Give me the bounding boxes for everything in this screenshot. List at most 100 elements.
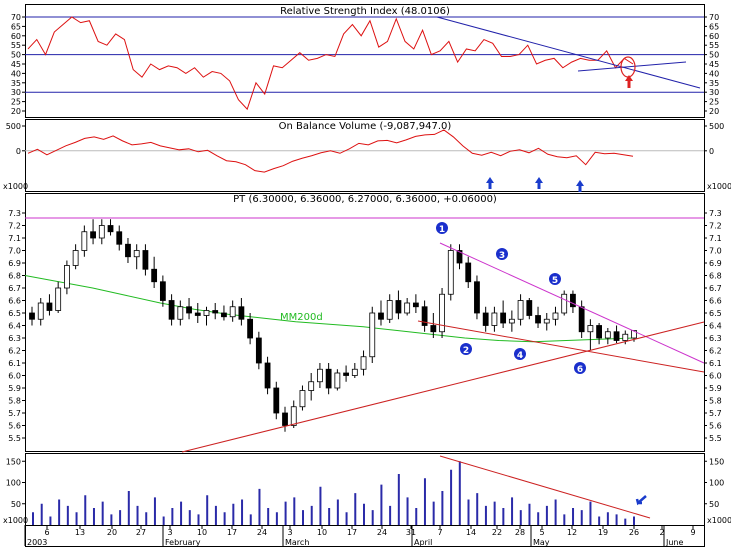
rsi-tick-label-right: 60 — [709, 32, 719, 41]
candle-body — [526, 300, 533, 316]
rsi-title: Relative Strength Index (48.0106) — [280, 6, 450, 17]
volume-tick-label-left: 50 — [11, 500, 21, 509]
candle-body — [604, 331, 611, 339]
volume-panel — [25, 453, 705, 526]
rsi-tick-label-left: 60 — [11, 32, 21, 41]
candle-body — [317, 368, 323, 383]
rsi-tick-label-left: 70 — [11, 13, 21, 22]
date-tick-label: 24 — [257, 528, 267, 537]
obv-series — [27, 129, 634, 173]
candle-body — [325, 368, 332, 389]
candle-body — [456, 250, 463, 264]
candle-body — [273, 387, 280, 414]
price-title: PT (6.30000, 6.36000, 6.27000, 6.36000, … — [233, 194, 497, 205]
price-tick-label-left: 5.5 — [8, 434, 21, 443]
candle-body — [247, 318, 254, 339]
candle-body — [159, 281, 166, 301]
candle-body — [212, 310, 219, 314]
wave-label-2: 2 — [460, 343, 472, 356]
rsi-tick-label-right: 20 — [709, 107, 719, 116]
date-tick-label: 17 — [227, 528, 237, 537]
price-tick-label-left: 5.7 — [8, 409, 21, 418]
candle-body — [308, 381, 315, 391]
month-label: May — [533, 538, 550, 547]
price-upper-trendline — [439, 242, 705, 364]
price-tick-label-right: 5.6 — [709, 422, 722, 431]
candle-body — [587, 325, 594, 333]
price-tick-label-left: 6.6 — [8, 297, 21, 306]
obv-line — [27, 129, 634, 173]
candle-body — [447, 250, 454, 295]
volume-tick-label-right: 100 — [709, 479, 724, 488]
candle-body — [430, 325, 437, 333]
price-tick-label-right: 6.4 — [709, 322, 722, 331]
price-tick-label-left: 6.5 — [8, 309, 21, 318]
candle-body — [290, 406, 297, 426]
candle-body — [404, 302, 411, 314]
candle-body — [622, 333, 629, 341]
rsi-trendline-up — [577, 61, 687, 72]
svg-text:3: 3 — [499, 251, 505, 261]
candle-body — [81, 231, 88, 251]
ma-label: MM200d — [280, 312, 323, 323]
price-tick-label-left: 5.9 — [8, 384, 21, 393]
candle-body — [474, 281, 480, 314]
rsi-line — [27, 16, 634, 111]
candle-body — [186, 306, 192, 314]
rsi-tick-label-left: 45 — [11, 60, 21, 69]
price-tick-label-left: 6.0 — [8, 372, 21, 381]
obv-panel — [25, 119, 705, 192]
volume-tick-label-left: 100 — [6, 479, 21, 488]
candle-body — [360, 356, 367, 370]
candle-body — [439, 293, 445, 333]
obv-scale-tag-right: x1000 — [707, 182, 731, 191]
month-label: 2003 — [27, 538, 47, 547]
candle-body — [221, 312, 227, 318]
rsi-up-arrow — [625, 75, 633, 88]
rsi-tick-label-left: 30 — [11, 88, 21, 97]
candle-body — [90, 231, 96, 239]
wave-label-6: 6 — [574, 362, 586, 375]
rsi-highlight-circle — [620, 56, 636, 78]
candle-body — [255, 337, 262, 364]
candle-body — [334, 372, 341, 389]
svg-text:6: 6 — [577, 365, 583, 375]
candle-body — [421, 306, 428, 326]
svg-text:4: 4 — [517, 351, 523, 361]
svg-text:2: 2 — [463, 346, 469, 356]
price-panel — [25, 193, 705, 452]
rsi-tick-label-right: 40 — [709, 69, 719, 78]
rsi-tick-label-right: 25 — [709, 98, 719, 107]
candle-body — [517, 300, 524, 320]
obv-tick-label-right: 500 — [709, 122, 724, 131]
volume-tick-label-right: 150 — [709, 457, 724, 466]
date-tick-label: 17 — [347, 528, 357, 537]
price-tick-label-right: 6.7 — [709, 284, 722, 293]
price-tick-label-left: 6.8 — [8, 272, 21, 281]
obv-tick-label-left: 500 — [6, 122, 21, 131]
obv-up-arrow-1 — [486, 177, 494, 189]
price-tick-label-left: 7.0 — [8, 247, 21, 256]
date-tick-label: 26 — [629, 528, 639, 537]
rsi-tick-label-right: 35 — [709, 79, 719, 88]
candle-body — [116, 231, 123, 245]
price-lower-trendline — [417, 320, 705, 373]
date-tick-label: 12 — [567, 528, 577, 537]
candle-body — [29, 312, 35, 320]
date-tick-label: 7 — [437, 528, 442, 537]
date-tick-label: 2 — [659, 528, 664, 537]
volume-tick-label-right: 50 — [709, 500, 719, 509]
price-tick-label-left: 6.7 — [8, 284, 21, 293]
date-tick-label: 22 — [492, 528, 502, 537]
rsi-tick-label-left: 20 — [11, 107, 21, 116]
candle-body — [264, 362, 271, 389]
date-tick-label: 5 — [539, 528, 544, 537]
candle-body — [151, 268, 158, 283]
date-tick-label: 31 — [406, 528, 416, 537]
candle-body — [177, 306, 184, 320]
date-tick-label: 10 — [197, 528, 207, 537]
price-tick-label-right: 6.9 — [709, 259, 722, 268]
volume-trendline — [439, 455, 651, 519]
obv-up-arrow-3 — [576, 180, 584, 192]
